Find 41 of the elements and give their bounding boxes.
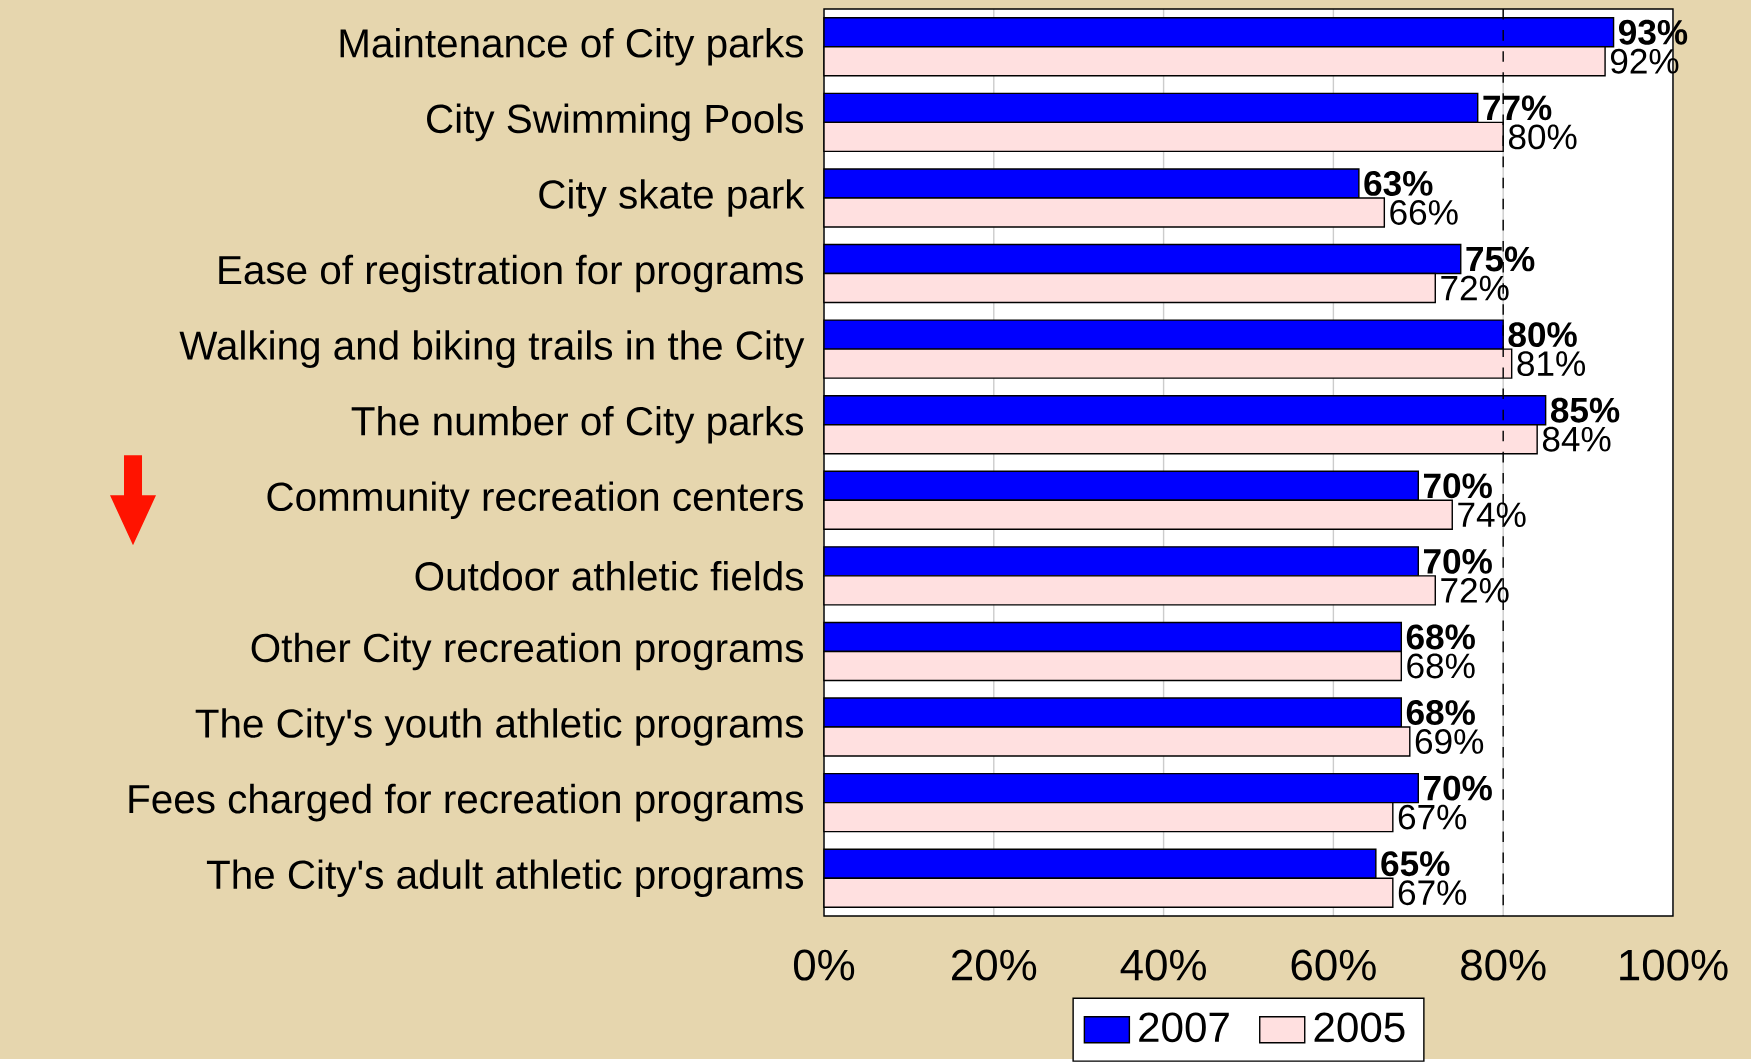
y-tick-label: Ease of registration for programs — [219, 254, 803, 293]
y-tick-label: City Swimming Pools — [427, 103, 803, 142]
y-tick-label: City skate park — [539, 179, 805, 217]
y-tick-label: Maintenance of City parks — [340, 28, 803, 66]
data-label: 84% — [1542, 426, 1611, 452]
data-label: 66% — [1390, 200, 1458, 225]
data-label: 68% — [1406, 700, 1475, 726]
y-tick-label: The City's youth athletic programs — [195, 708, 803, 746]
x-tick-label: 100% — [1620, 949, 1728, 981]
data-label: 68% — [1407, 653, 1475, 679]
y-tick-label: The City's adult athletic programs — [206, 859, 803, 898]
x-tick-label: 0% — [793, 949, 855, 981]
data-label: 68% — [1406, 624, 1475, 650]
x-tick-label: 80% — [1461, 949, 1546, 981]
data-label: 75% — [1466, 246, 1535, 272]
y-tick-label: Other City recreation programs — [251, 632, 803, 671]
data-label: 65% — [1381, 851, 1450, 877]
data-label: 80% — [1508, 322, 1577, 348]
y-tick-label: Fees charged for recreation programs — [129, 783, 803, 822]
data-label: 85% — [1550, 397, 1620, 423]
y-tick-label: The number of City parks — [351, 405, 804, 444]
data-label: 70% — [1424, 549, 1492, 574]
data-label: 77% — [1483, 95, 1552, 121]
x-tick-label: 60% — [1291, 949, 1376, 981]
data-label: 74% — [1458, 502, 1526, 528]
data-label: 81% — [1517, 351, 1586, 377]
data-label: 80% — [1508, 124, 1577, 150]
legend-label: 2007 — [1139, 1012, 1229, 1043]
data-label: 70% — [1424, 775, 1492, 801]
legend-label: 2005 — [1314, 1012, 1405, 1043]
y-tick-label: Walking and biking trails in the City — [179, 330, 805, 369]
data-label: 69% — [1415, 729, 1484, 755]
data-label: 63% — [1364, 171, 1433, 196]
x-tick-label: 40% — [1120, 949, 1206, 981]
data-label: 70% — [1424, 473, 1492, 499]
y-tick-label: Outdoor athletic fields — [415, 561, 803, 591]
x-tick-label: 20% — [952, 949, 1037, 981]
y-tick-label: Community recreation centers — [267, 481, 803, 520]
data-label: 72% — [1441, 578, 1509, 603]
data-label: 67% — [1398, 880, 1467, 906]
data-label: 67% — [1398, 804, 1467, 830]
